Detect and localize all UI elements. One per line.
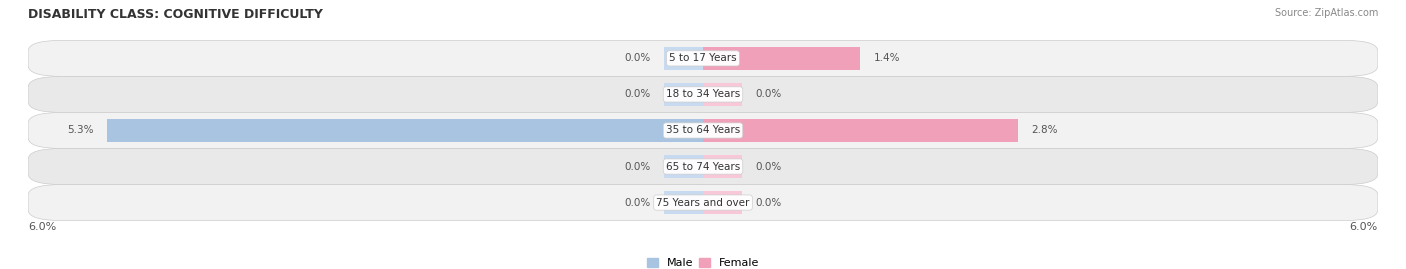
FancyBboxPatch shape [28, 112, 1378, 148]
Bar [664, 155, 703, 178]
Bar [107, 119, 703, 142]
Text: 18 to 34 Years: 18 to 34 Years [666, 89, 740, 100]
Text: 5.3%: 5.3% [67, 125, 93, 136]
Text: 5 to 17 Years: 5 to 17 Years [669, 53, 737, 63]
Text: 75 Years and over: 75 Years and over [657, 197, 749, 208]
Text: 1.4%: 1.4% [875, 53, 900, 63]
Text: 0.0%: 0.0% [624, 197, 650, 208]
Bar [703, 191, 742, 214]
FancyBboxPatch shape [28, 40, 1378, 76]
Text: 65 to 74 Years: 65 to 74 Years [666, 161, 740, 172]
Text: DISABILITY CLASS: COGNITIVE DIFFICULTY: DISABILITY CLASS: COGNITIVE DIFFICULTY [28, 8, 323, 21]
Bar [664, 83, 703, 106]
Text: 0.0%: 0.0% [756, 197, 782, 208]
FancyBboxPatch shape [28, 148, 1378, 185]
Text: 0.0%: 0.0% [624, 161, 650, 172]
Text: 0.0%: 0.0% [624, 89, 650, 100]
FancyBboxPatch shape [28, 76, 1378, 112]
FancyBboxPatch shape [28, 185, 1378, 221]
Bar [664, 191, 703, 214]
Text: 0.0%: 0.0% [756, 89, 782, 100]
Text: 0.0%: 0.0% [624, 53, 650, 63]
Bar [703, 83, 742, 106]
Text: Source: ZipAtlas.com: Source: ZipAtlas.com [1274, 8, 1378, 18]
Bar [703, 119, 1018, 142]
Text: 6.0%: 6.0% [28, 222, 56, 232]
Legend: Male, Female: Male, Female [643, 253, 763, 269]
Text: 6.0%: 6.0% [1350, 222, 1378, 232]
Bar [703, 47, 860, 70]
Text: 0.0%: 0.0% [756, 161, 782, 172]
Bar [703, 155, 742, 178]
Bar [664, 47, 703, 70]
Text: 2.8%: 2.8% [1032, 125, 1057, 136]
Text: 35 to 64 Years: 35 to 64 Years [666, 125, 740, 136]
